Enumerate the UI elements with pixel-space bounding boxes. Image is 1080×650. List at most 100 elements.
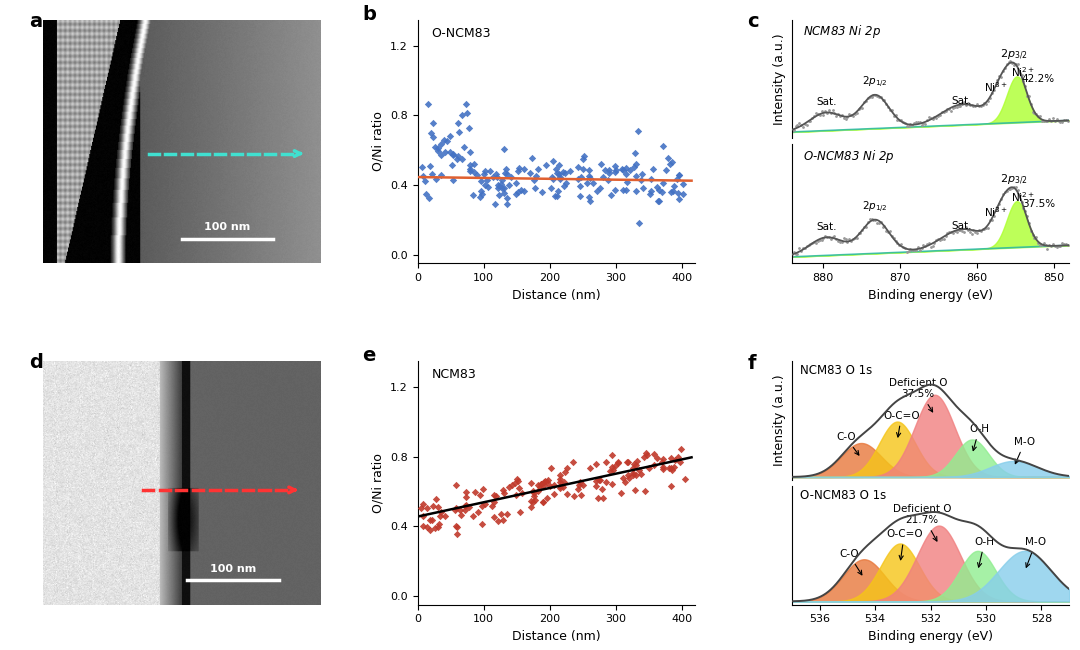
Point xyxy=(650,196,667,206)
Point xyxy=(494,175,511,185)
Text: a: a xyxy=(29,12,42,31)
Point xyxy=(597,457,615,467)
Point xyxy=(499,169,516,179)
Point xyxy=(522,496,539,506)
Point xyxy=(499,508,516,519)
Text: $2p_{1/2}$: $2p_{1/2}$ xyxy=(862,200,888,215)
Point xyxy=(551,482,568,493)
Point xyxy=(489,516,507,526)
Point xyxy=(630,218,647,228)
Point xyxy=(475,484,492,495)
Point xyxy=(536,480,553,490)
Point xyxy=(526,175,543,185)
Point xyxy=(427,494,444,504)
Point xyxy=(526,495,543,505)
Point xyxy=(523,502,540,512)
Point xyxy=(671,170,688,181)
Point xyxy=(509,187,526,197)
Point xyxy=(485,490,502,501)
Point xyxy=(606,185,623,195)
Text: M-O: M-O xyxy=(1014,437,1036,463)
Point xyxy=(462,166,480,176)
Point xyxy=(473,186,490,196)
Point xyxy=(671,170,688,181)
Point xyxy=(531,482,549,492)
Point xyxy=(522,168,539,178)
Point xyxy=(672,457,689,467)
Point xyxy=(662,463,679,473)
Text: c: c xyxy=(747,12,759,31)
Point xyxy=(464,190,482,200)
Point xyxy=(615,473,632,483)
Point xyxy=(627,187,645,197)
Point xyxy=(455,142,472,153)
Text: Deficient O
37.5%: Deficient O 37.5% xyxy=(889,378,947,412)
Text: O-H: O-H xyxy=(969,424,989,450)
X-axis label: Binding energy (eV): Binding energy (eV) xyxy=(868,630,993,643)
Point xyxy=(653,178,671,188)
Point xyxy=(457,500,474,511)
Point xyxy=(529,164,546,174)
Point xyxy=(535,497,552,507)
Point xyxy=(489,183,507,194)
Point xyxy=(555,476,572,487)
Point xyxy=(456,505,473,515)
Point xyxy=(662,480,679,491)
Point xyxy=(423,515,441,525)
Text: $2p_{3/2}$: $2p_{3/2}$ xyxy=(1000,173,1027,187)
Point xyxy=(515,164,532,174)
Text: O-H: O-H xyxy=(974,537,995,567)
Point xyxy=(557,177,575,188)
Point xyxy=(414,171,431,181)
Point xyxy=(500,180,517,190)
Point xyxy=(431,511,448,521)
Point xyxy=(676,474,693,484)
Point xyxy=(532,479,550,489)
Point xyxy=(558,488,576,499)
Point xyxy=(526,183,543,193)
Text: e: e xyxy=(362,346,376,365)
Point xyxy=(627,170,645,181)
Point xyxy=(496,183,513,193)
Point xyxy=(654,462,672,472)
X-axis label: Distance (nm): Distance (nm) xyxy=(512,289,600,302)
Point xyxy=(653,187,671,197)
Text: b: b xyxy=(362,5,376,24)
Point xyxy=(481,166,498,176)
Point xyxy=(627,159,645,170)
Point xyxy=(423,169,441,179)
Point xyxy=(556,467,573,477)
Text: Sat.: Sat. xyxy=(816,222,837,232)
Point xyxy=(475,169,492,179)
Point xyxy=(597,477,615,488)
Text: Sat.: Sat. xyxy=(951,220,972,231)
Point xyxy=(588,481,605,491)
Point xyxy=(420,193,437,203)
Text: NCM83: NCM83 xyxy=(431,368,476,381)
Point xyxy=(453,510,470,521)
Point xyxy=(545,489,563,499)
Point xyxy=(578,178,595,188)
Text: $2p_{3/2}$: $2p_{3/2}$ xyxy=(1000,48,1027,62)
Point xyxy=(600,165,618,176)
Text: 37.5%: 37.5% xyxy=(1022,199,1055,209)
Point xyxy=(538,160,555,170)
Text: 42.2%: 42.2% xyxy=(1022,74,1055,84)
Point xyxy=(419,522,436,532)
Point xyxy=(510,162,527,173)
Point xyxy=(552,172,569,182)
Text: Ni$^{3+}$: Ni$^{3+}$ xyxy=(984,205,1008,219)
Point xyxy=(653,456,671,467)
Point xyxy=(582,196,599,207)
Point xyxy=(591,183,608,193)
Point xyxy=(503,480,521,490)
Point xyxy=(590,474,607,485)
Point xyxy=(658,165,675,176)
Point xyxy=(431,519,448,529)
Text: Ni$^{2+}$: Ni$^{2+}$ xyxy=(1011,66,1035,79)
Point xyxy=(413,503,430,514)
Point xyxy=(489,180,507,190)
Point xyxy=(446,505,463,515)
Point xyxy=(594,172,611,182)
Point xyxy=(424,131,442,142)
